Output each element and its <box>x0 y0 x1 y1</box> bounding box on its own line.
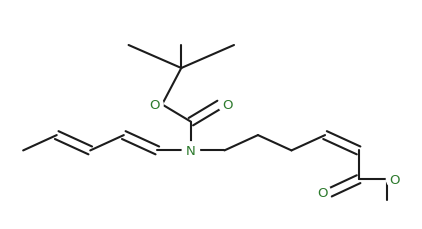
Text: O: O <box>317 186 327 199</box>
Circle shape <box>219 96 236 114</box>
Text: O: O <box>222 98 233 112</box>
Circle shape <box>182 142 200 159</box>
Circle shape <box>146 96 163 114</box>
Text: O: O <box>390 173 400 186</box>
Text: O: O <box>149 98 160 112</box>
Text: N: N <box>186 144 196 157</box>
Circle shape <box>387 171 403 188</box>
Circle shape <box>314 184 331 201</box>
